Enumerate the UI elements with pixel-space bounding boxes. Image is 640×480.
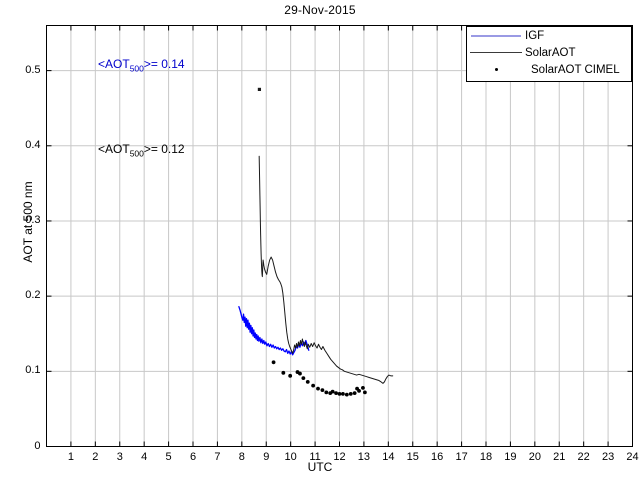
x-tick-label: 5 xyxy=(165,450,172,463)
y-tick-label: 0 xyxy=(34,439,41,452)
x-tick-label: 12 xyxy=(333,450,346,463)
x-tick-label: 7 xyxy=(214,450,221,463)
legend-item-igf: IGF xyxy=(467,27,631,44)
x-tick-label: 4 xyxy=(141,450,148,463)
x-tick-label: 16 xyxy=(431,450,444,463)
annotation-igf-sub: 500 xyxy=(129,63,144,74)
annotation-igf-mean: <AOT500>= 0.14 xyxy=(98,57,185,73)
legend-swatch-solaraot-cimel xyxy=(467,68,525,71)
chart-title: 29-Nov-2015 xyxy=(284,3,356,17)
y-tick-label: 0.5 xyxy=(25,63,41,76)
series-igf xyxy=(238,306,310,356)
annotation-solaraot-mean: <AOT500>= 0.12 xyxy=(98,142,185,158)
legend-swatch-igf xyxy=(467,34,525,37)
x-tick-label: 8 xyxy=(238,450,245,463)
y-tick-label: 0.1 xyxy=(25,364,41,377)
annotation-solaraot-prefix: <AOT xyxy=(98,142,130,156)
annotation-igf-suffix: >= 0.14 xyxy=(143,57,185,71)
x-tick-label: 21 xyxy=(553,450,566,463)
legend-item-solaraot-cimel: SolarAOT CIMEL xyxy=(467,61,631,78)
legend-swatch-solaraot xyxy=(467,52,525,53)
annotation-solaraot-sub: 500 xyxy=(129,148,144,159)
x-tick-label: 19 xyxy=(504,450,517,463)
x-tick-label: 24 xyxy=(626,450,639,463)
x-tick-label: 1 xyxy=(67,450,74,463)
grid-lines xyxy=(46,25,633,447)
legend-label-solaraot: SolarAOT xyxy=(525,46,576,59)
x-tick-label: 23 xyxy=(601,450,615,463)
legend-label-igf: IGF xyxy=(525,29,545,42)
series-solaraot xyxy=(257,87,394,384)
x-tick-label: 3 xyxy=(116,450,123,463)
annotation-igf-prefix: <AOT xyxy=(98,57,130,71)
y-tick-label: 0.4 xyxy=(25,138,41,151)
x-tick-label: 18 xyxy=(479,450,493,463)
legend-item-solaraot: SolarAOT xyxy=(467,44,631,61)
x-tick-label: 14 xyxy=(382,450,395,463)
x-tick-label: 9 xyxy=(263,450,270,463)
x-tick-label: 13 xyxy=(357,450,371,463)
legend: IGF SolarAOT SolarAOT CIMEL xyxy=(466,26,632,82)
y-tick-label: 0.2 xyxy=(25,289,41,302)
x-axis-label: UTC xyxy=(307,460,333,474)
x-tick-label: 15 xyxy=(406,450,419,463)
x-tick-label: 6 xyxy=(189,450,197,463)
legend-label-solaraot-cimel: SolarAOT CIMEL xyxy=(531,63,620,76)
x-tick-label: 20 xyxy=(528,450,541,463)
x-tick-label: 10 xyxy=(284,450,297,463)
x-tick-label: 22 xyxy=(577,450,590,463)
x-tick-label: 11 xyxy=(309,450,321,463)
x-tick-label: 17 xyxy=(455,450,468,463)
annotation-solaraot-suffix: >= 0.12 xyxy=(143,142,185,156)
series-solaraot-cimel xyxy=(271,360,367,397)
y-tick-label: 0.3 xyxy=(25,213,41,226)
x-tick-label: 2 xyxy=(92,450,99,463)
